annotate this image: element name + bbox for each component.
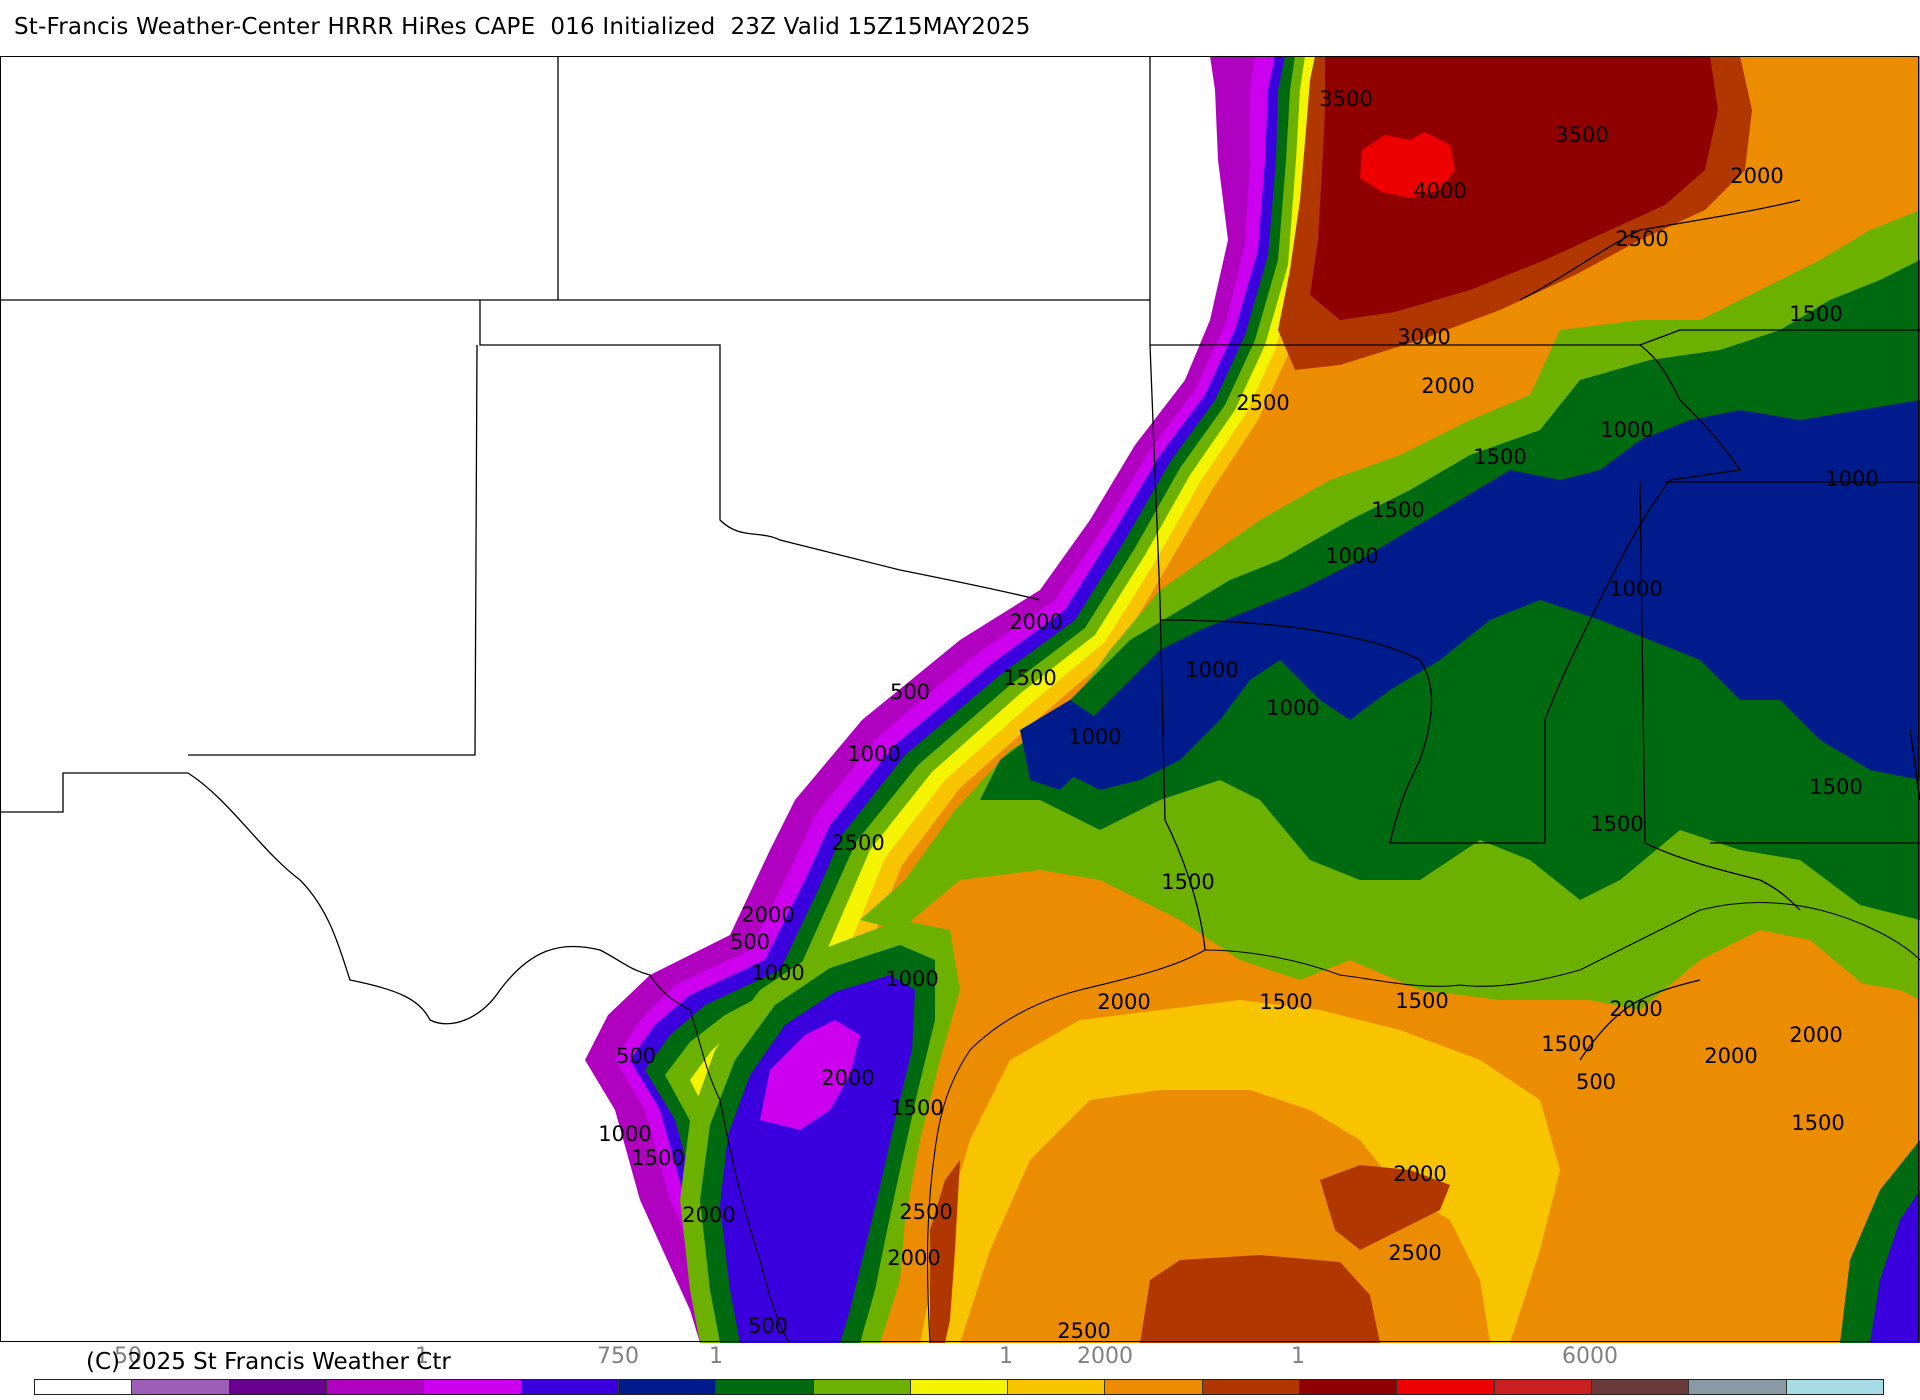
contour-label: 1000 (1266, 696, 1319, 720)
contour-label: 1500 (1789, 302, 1842, 326)
contour-label: 3500 (1319, 87, 1372, 111)
contour-label: 1500 (1809, 775, 1862, 799)
legend-swatch (1008, 1380, 1106, 1394)
contour-label: 500 (890, 680, 930, 704)
contour-label: 1500 (631, 1146, 684, 1170)
legend-swatch (132, 1380, 230, 1394)
map-title: St-Francis Weather-Center HRRR HiRes CAP… (14, 14, 1031, 40)
legend-tick-label: 6000 (1562, 1344, 1618, 1369)
contour-label: 1500 (1259, 990, 1312, 1014)
cape-band-500-southwest (760, 1020, 860, 1130)
copyright-text: (C) 2025 St Francis Weather Ctr (86, 1349, 451, 1375)
contour-label: 1000 (1600, 418, 1653, 442)
legend-swatch (1494, 1380, 1592, 1394)
color-legend-bar (34, 1379, 1884, 1395)
contour-label: 500 (730, 930, 770, 954)
contour-label: 2000 (1609, 997, 1662, 1021)
legend-tick-label: 1 (999, 1344, 1013, 1369)
contour-label: 1000 (885, 967, 938, 991)
contour-label: 1000 (1325, 544, 1378, 568)
contour-label: 1500 (1161, 870, 1214, 894)
cape-band-2500-gulf-south (1140, 1255, 1380, 1343)
cape-band-750-florida (1870, 1190, 1920, 1343)
contour-label: 2500 (1057, 1319, 1110, 1343)
legend-swatch (521, 1380, 619, 1394)
legend-swatch (229, 1380, 327, 1394)
cape-band-2250-gulf (960, 1090, 1490, 1343)
legend-swatch (1105, 1380, 1203, 1394)
contour-label: 2000 (1730, 164, 1783, 188)
legend-tick-label: 1 (415, 1344, 429, 1369)
contour-label: 2500 (1236, 391, 1289, 415)
contour-labels: 3500 3500 4000 2000 2500 3000 1500 2500 … (598, 87, 1878, 1343)
legend-swatch (1592, 1380, 1690, 1394)
cape-map: 3500 3500 4000 2000 2500 3000 1500 2500 … (0, 56, 1920, 1343)
contour-label: 1500 (1003, 666, 1056, 690)
contour-label: 2000 (1393, 1162, 1446, 1186)
legend-swatch (35, 1380, 133, 1394)
contour-label: 500 (1576, 1070, 1616, 1094)
contour-label: 2500 (1615, 227, 1668, 251)
cape-band-2500-gulf-center (1320, 1165, 1450, 1250)
contour-label: 2000 (1009, 610, 1062, 634)
legend-swatch (618, 1380, 717, 1394)
contour-label: 2000 (741, 903, 794, 927)
legend-tick-label: 1 (709, 1344, 723, 1369)
legend-tick-label: 2000 (1077, 1344, 1133, 1369)
contour-label: 2000 (1789, 1023, 1842, 1047)
legend-swatch (1202, 1380, 1301, 1394)
contour-label: 2500 (1388, 1241, 1441, 1265)
legend-swatch (1689, 1380, 1787, 1394)
contour-label: 500 (616, 1044, 656, 1068)
contour-label: 2500 (831, 831, 884, 855)
contour-label: 1000 (751, 961, 804, 985)
state-boundaries (0, 56, 1920, 1061)
contour-label: 2000 (1704, 1044, 1757, 1068)
contour-label: 1000 (1068, 725, 1121, 749)
contour-label: 2000 (887, 1246, 940, 1270)
legend-swatch (1397, 1380, 1495, 1394)
legend-swatch (813, 1380, 911, 1394)
contour-label: 2000 (821, 1066, 874, 1090)
contour-label: 1500 (1541, 1032, 1594, 1056)
cape-band-2500-coast (930, 1160, 960, 1343)
cape-band-1000-patch-west (1020, 700, 1100, 790)
contour-label: 1500 (890, 1096, 943, 1120)
legend-swatch (716, 1380, 814, 1394)
contour-label: 3000 (1397, 325, 1450, 349)
contour-label: 4000 (1413, 179, 1466, 203)
legend-swatch (424, 1380, 522, 1394)
coastline (649, 901, 1920, 1343)
contour-label: 3500 (1555, 123, 1608, 147)
legend-swatch (910, 1380, 1009, 1394)
contour-label: 500 (748, 1314, 788, 1338)
contour-label: 1000 (598, 1122, 651, 1146)
legend-tick-label: 1 (1291, 1344, 1305, 1369)
legend-swatch (1786, 1380, 1883, 1394)
cape-band-750-southwest (720, 975, 915, 1343)
legend-swatch (326, 1380, 425, 1394)
contour-label: 1500 (1473, 445, 1526, 469)
contour-label: 1000 (1185, 658, 1238, 682)
legend-tick-label: 750 (597, 1344, 639, 1369)
contour-label: 1500 (1590, 812, 1643, 836)
cape-band-1000-central (1060, 400, 1920, 790)
contour-label: 1500 (1371, 498, 1424, 522)
legend-swatch (1300, 1380, 1398, 1394)
contour-label: 2000 (1421, 374, 1474, 398)
contour-label: 2000 (1097, 990, 1150, 1014)
contour-label: 1000 (1825, 467, 1878, 491)
legend-tick-label: 50 (114, 1344, 142, 1369)
contour-label: 2000 (682, 1203, 735, 1227)
cape-band-3000-north (1310, 56, 1718, 320)
contour-label: 1500 (1791, 1111, 1844, 1135)
cape-band-2250-east-gulf (1600, 980, 1920, 1343)
cape-band-4000-north (1360, 132, 1455, 198)
contour-label: 1500 (1395, 989, 1448, 1013)
contour-label: 1000 (847, 742, 900, 766)
contour-label: 1000 (1609, 577, 1662, 601)
contour-label: 2500 (899, 1200, 952, 1224)
